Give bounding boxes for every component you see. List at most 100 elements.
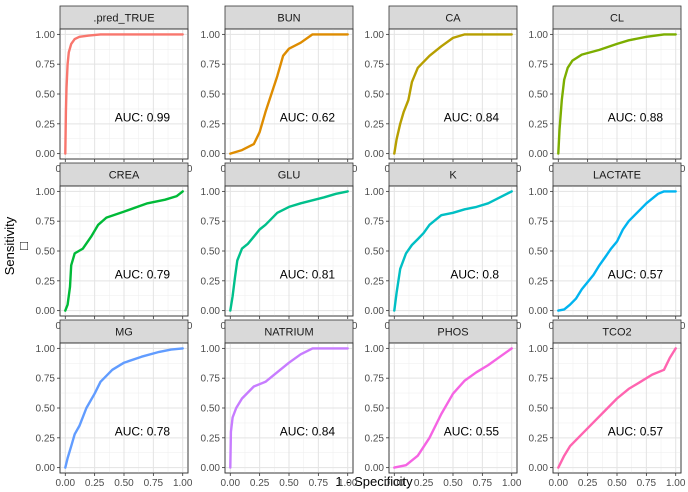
- y-tick-label: 0.50: [36, 90, 56, 101]
- y-tick-label: 0.75: [36, 374, 56, 385]
- y-tick-label: 0.25: [201, 119, 221, 130]
- facet-strip-label: .pred_TRUE: [93, 13, 154, 25]
- x-tick-label: 1.00: [173, 478, 193, 489]
- facet-panel: GLU0.000.000.250.250.500.500.750.751.001…: [201, 162, 358, 332]
- roc-curve: [229, 190, 349, 312]
- y-tick-label: 0.75: [201, 374, 221, 385]
- facet-strip-label: GLU: [278, 170, 301, 182]
- x-tick-label: 1.00: [338, 478, 358, 489]
- facet-strip-label: CA: [445, 13, 461, 25]
- y-tick-label: 0.75: [36, 217, 56, 228]
- facet-strip-label: K: [449, 170, 457, 182]
- y-tick-label: 0.25: [529, 433, 549, 444]
- x-tick-label: 1.00: [502, 478, 522, 489]
- facet-panel: .pred_TRUE0.000.000.250.250.500.500.750.…: [36, 5, 193, 175]
- y-tick-label: 0.00: [201, 306, 221, 317]
- x-tick-label: 0.00: [221, 478, 241, 489]
- y-tick-label: 0.25: [36, 276, 56, 287]
- y-tick-label: 0.75: [529, 217, 549, 228]
- roc-curve: [557, 33, 677, 155]
- y-tick-label: 0.50: [529, 247, 549, 258]
- x-tick-label: 0.75: [637, 478, 657, 489]
- roc-curve: [229, 347, 349, 469]
- roc-curve: [64, 33, 184, 155]
- x-tick-label: 0.50: [443, 478, 463, 489]
- y-tick-label: 0.50: [201, 404, 221, 415]
- y-tick-label: 0.00: [365, 463, 385, 474]
- auc-label: AUC: 0.84: [444, 110, 500, 124]
- x-tick-label: 0.25: [414, 478, 434, 489]
- auc-label: AUC: 0.8: [450, 267, 499, 281]
- x-tick-label: 1.00: [666, 478, 686, 489]
- y-tick-label: 0.25: [529, 276, 549, 287]
- y-tick-label: 1.00: [365, 187, 385, 198]
- facet-panel: MG 0.000.00 0.25 0.25 0.50 0.50 0.75 0.75 1.00 1.…: [36, 319, 193, 489]
- y-tick-label: 0.00: [529, 306, 549, 317]
- facet-strip-label: MG: [115, 327, 133, 339]
- y-axis-title-group: Sensitivity □: [2, 216, 31, 275]
- y-tick-label: 0.50: [529, 90, 549, 101]
- roc-curve: [64, 190, 184, 312]
- y-tick-label: 0.50: [529, 404, 549, 415]
- y-tick-label: 1.00: [201, 344, 221, 355]
- y-tick-label: 0.75: [365, 60, 385, 71]
- facet-panel: NATRIUM 0.000.00 0.25 0.25 0.50 0.50 0.75 0.75 1…: [201, 319, 358, 489]
- y-tick-label: 1.00: [529, 30, 549, 41]
- x-tick-label: 0.25: [85, 478, 105, 489]
- y-tick-label: 0.00: [529, 463, 549, 474]
- x-tick-label: 0.75: [144, 478, 164, 489]
- y-tick-label: 0.00: [36, 149, 56, 160]
- y-tick-label: 0.75: [529, 374, 549, 385]
- auc-label: AUC: 0.62: [280, 110, 336, 124]
- y-axis-title: Sensitivity: [2, 216, 17, 275]
- y-tick-label: 0.00: [365, 149, 385, 160]
- y-tick-label: 1.00: [36, 187, 56, 198]
- roc-curve: [393, 347, 513, 469]
- y-tick-label: 1.00: [36, 344, 56, 355]
- facet-panels: .pred_TRUE0.000.000.250.250.500.500.750.…: [36, 5, 686, 489]
- y-tick-label: 0.00: [36, 306, 56, 317]
- facet-strip-label: NATRIUM: [264, 327, 313, 339]
- y-tick-label: 0.25: [201, 433, 221, 444]
- facet-strip-label: CL: [610, 13, 624, 25]
- y-tick-label: 0.75: [201, 60, 221, 71]
- x-tick-label: 0.50: [607, 478, 627, 489]
- auc-label: AUC: 0.55: [444, 424, 500, 438]
- y-tick-label: 1.00: [201, 30, 221, 41]
- y-tick-label: 0.50: [365, 404, 385, 415]
- facet-panel: CL0.000.000.250.250.500.500.750.751.001.…: [529, 5, 686, 175]
- y-tick-label: 0.00: [36, 463, 56, 474]
- y-tick-label: 0.00: [201, 463, 221, 474]
- y-axis-glyph: □: [16, 242, 31, 250]
- y-tick-label: 1.00: [529, 187, 549, 198]
- y-tick-label: 0.75: [365, 374, 385, 385]
- auc-label: AUC: 0.84: [280, 424, 336, 438]
- y-tick-label: 0.00: [365, 306, 385, 317]
- auc-label: AUC: 0.88: [608, 110, 664, 124]
- roc-curve: [393, 33, 513, 155]
- roc-curve: [557, 190, 677, 312]
- facet-panel: BUN0.000.000.250.250.500.500.750.751.001…: [201, 5, 358, 175]
- y-tick-label: 0.75: [529, 60, 549, 71]
- facet-strip-label: BUN: [277, 13, 300, 25]
- roc-curve: [229, 33, 349, 155]
- y-tick-label: 1.00: [529, 344, 549, 355]
- x-tick-label: 0.00: [549, 478, 569, 489]
- y-tick-label: 0.75: [201, 217, 221, 228]
- facet-strip-label: TCO2: [602, 327, 631, 339]
- facet-strip-label: PHOS: [437, 327, 468, 339]
- x-tick-label: 0.50: [279, 478, 299, 489]
- y-tick-label: 0.25: [365, 119, 385, 130]
- y-tick-label: 0.25: [201, 276, 221, 287]
- x-axis-title: 1 - Specificity: [335, 474, 413, 489]
- auc-label: AUC: 0.78: [115, 424, 171, 438]
- x-tick-label: 0.00: [56, 478, 76, 489]
- auc-label: AUC: 0.57: [608, 267, 664, 281]
- x-tick-label: 0.75: [473, 478, 493, 489]
- facet-strip-label: LACTATE: [593, 170, 641, 182]
- y-tick-label: 0.25: [365, 433, 385, 444]
- facet-panel: LACTATE0.000.000.250.250.500.500.750.751…: [529, 162, 686, 332]
- facet-panel: TCO2 0.000.00 0.25 0.25 0.50 0.50 0.75 0.75 1.00…: [529, 319, 686, 489]
- y-tick-label: 0.50: [365, 247, 385, 258]
